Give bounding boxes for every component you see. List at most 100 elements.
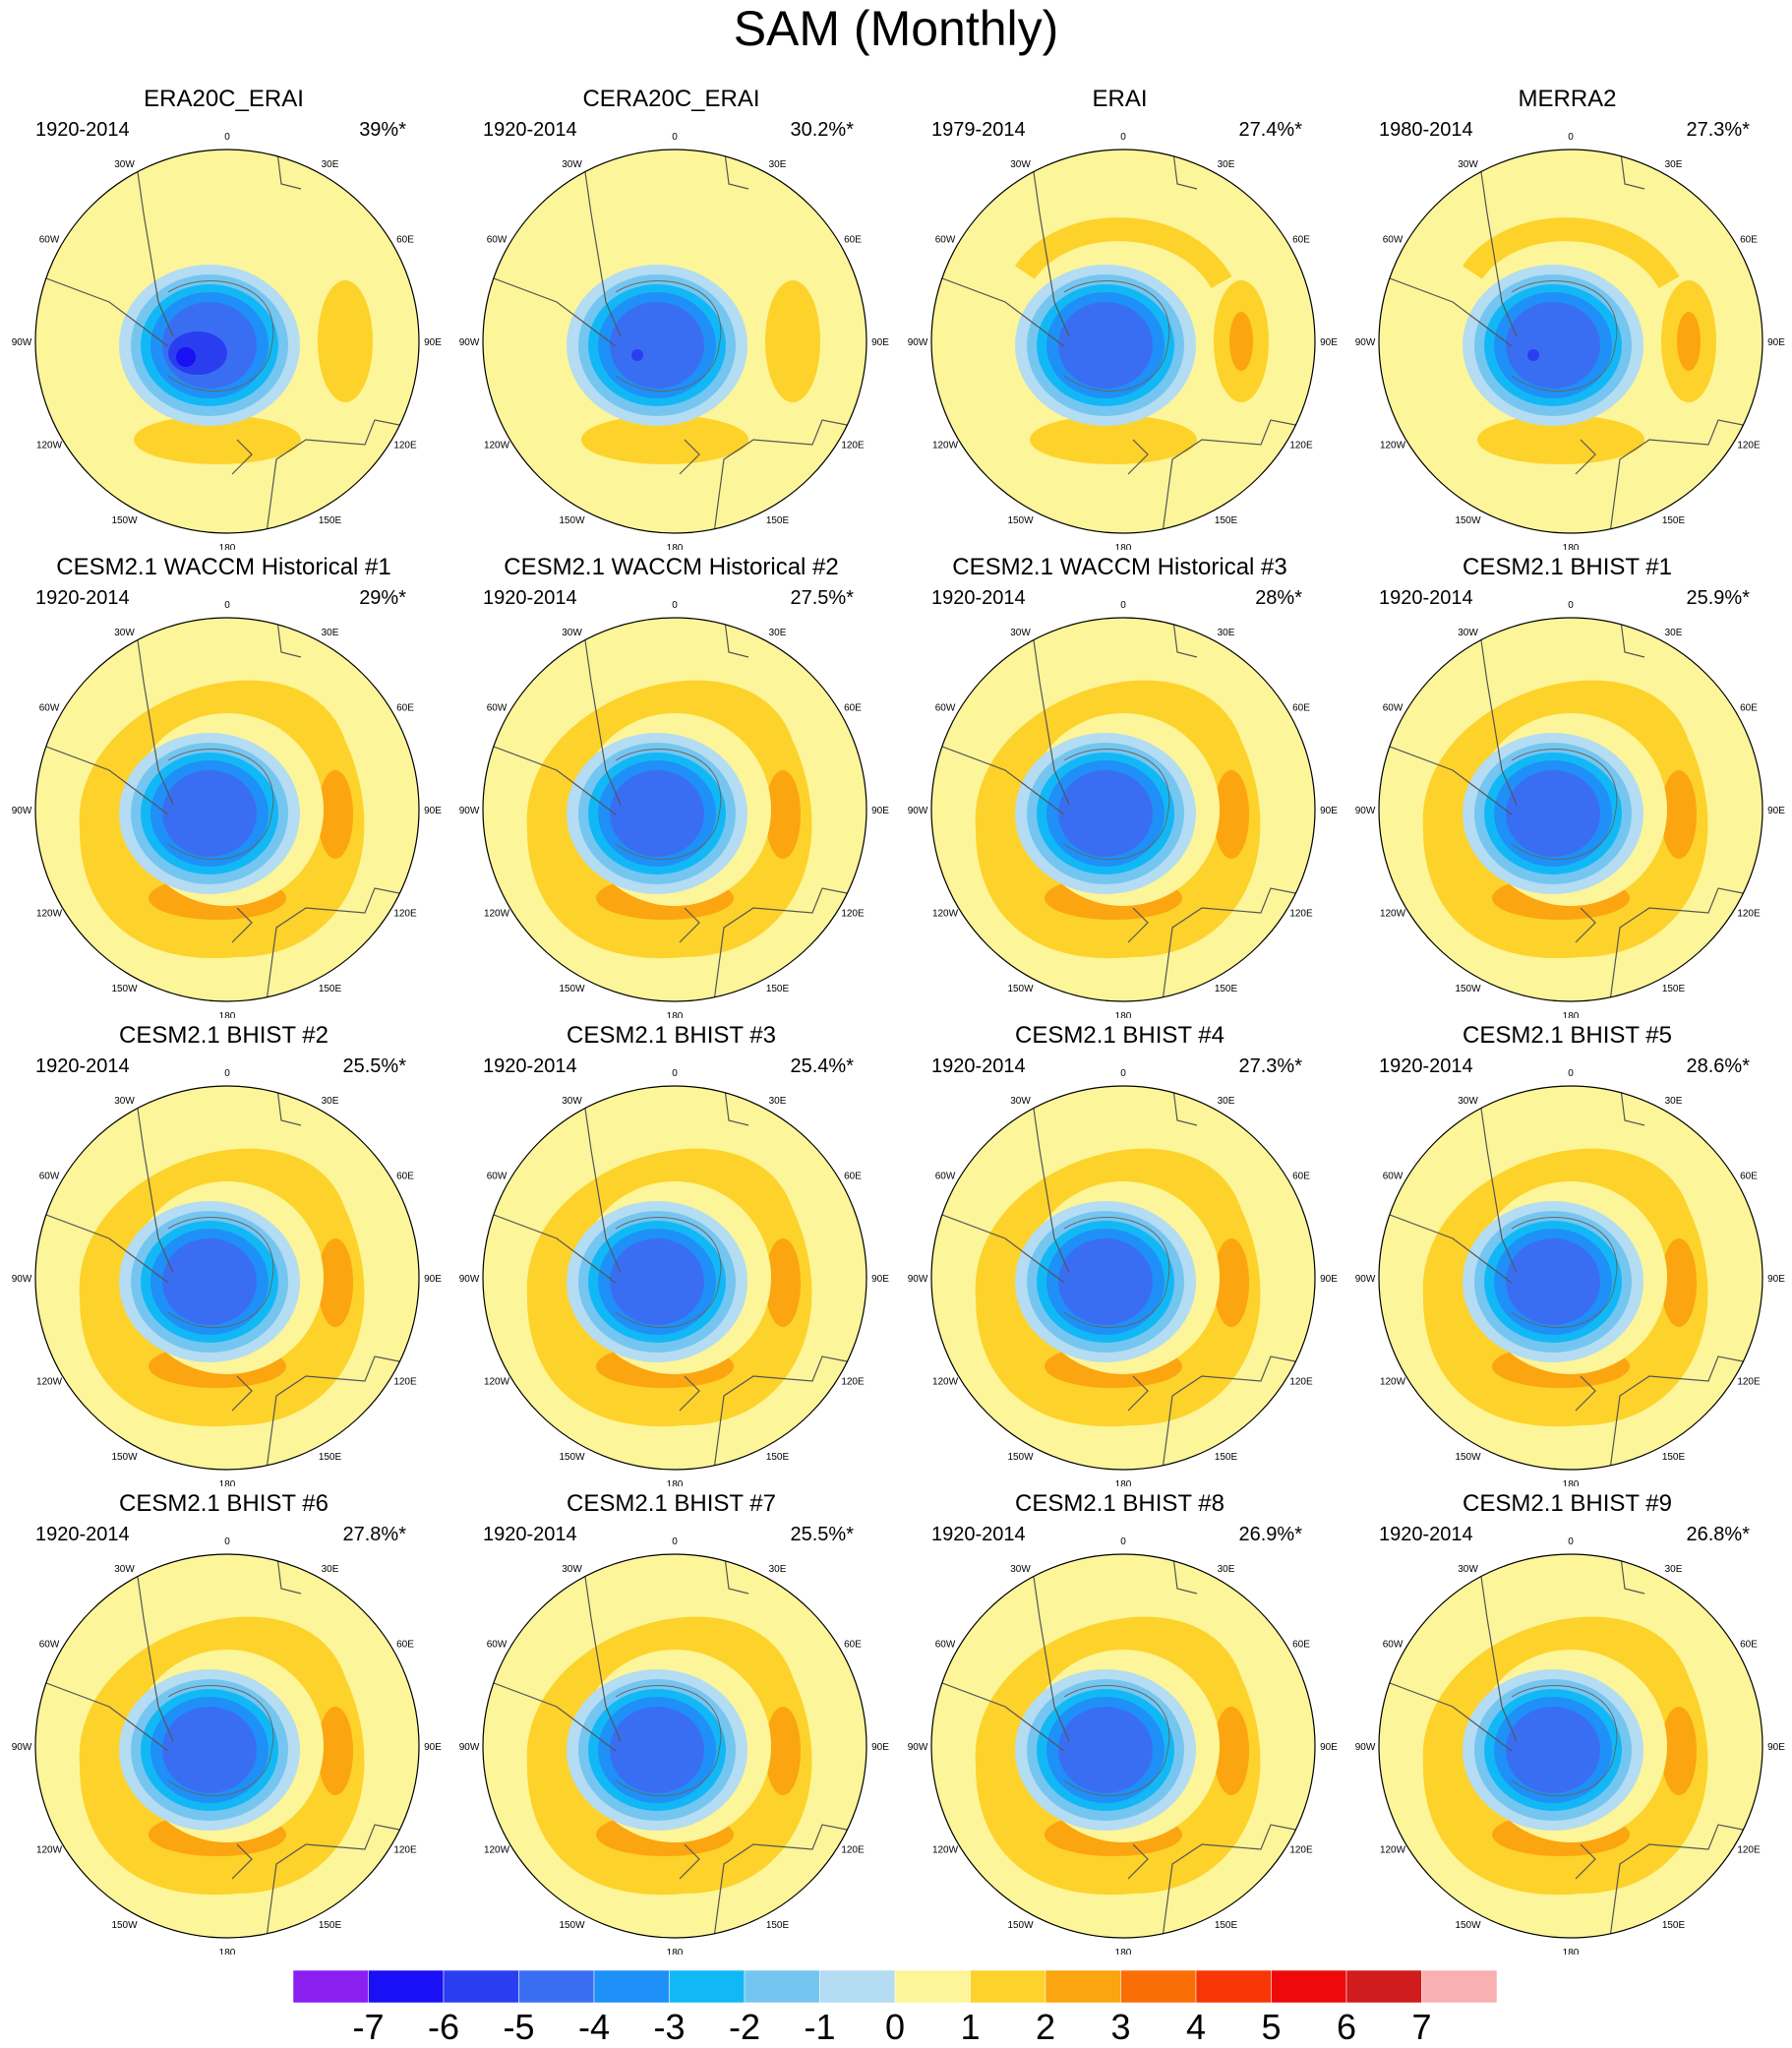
longitude-label: 30E <box>1665 1564 1683 1575</box>
coastline <box>231 1843 253 1880</box>
longitude-label: 30W <box>1010 1096 1031 1107</box>
longitude-label: 120W <box>1380 441 1406 452</box>
longitude-label: 60W <box>487 235 508 246</box>
longitude-label: 120W <box>36 909 63 920</box>
longitude-label: 90E <box>1320 1274 1338 1285</box>
map-panel: CESM2.1 BHIST #5 1920-2014 28.6%* 0 30E 60E 90… <box>1344 1021 1791 1489</box>
longitude-label: 60E <box>1292 1640 1310 1651</box>
longitude-label: 60W <box>1383 235 1404 246</box>
coastline <box>679 1375 700 1412</box>
longitude-label: 120W <box>484 441 510 452</box>
colorbar-swatch <box>593 1970 670 2004</box>
coastline <box>35 1208 169 1284</box>
map-panel: CESM2.1 BHIST #9 1920-2014 26.8%* 0 30E 60E 90… <box>1344 1489 1791 1958</box>
polar-map: 0 30E 60E 90E 120E 150E 180 150W 120W 90W 60W 30W <box>1355 132 1786 550</box>
map-panel: CESM2.1 BHIST #6 1920-2014 27.8%* 0 30E 60E 90… <box>0 1489 448 1958</box>
longitude-label: 60W <box>1383 703 1404 714</box>
panel-period: 1920-2014 <box>35 1524 130 1545</box>
coastline <box>713 1824 848 1938</box>
longitude-label: 90W <box>1355 1274 1376 1285</box>
longitude-label: 30E <box>322 159 339 170</box>
coastline <box>1127 907 1149 943</box>
map-border <box>930 1553 1316 1939</box>
colorbar-swatch <box>894 1970 971 2004</box>
longitude-label: 90W <box>908 337 928 348</box>
longitude-label: 150E <box>1662 1452 1686 1463</box>
colorbar-label: 5 <box>1261 2007 1281 2044</box>
negative-anomaly-ring <box>610 1238 704 1325</box>
longitude-label: 60W <box>935 1172 956 1182</box>
longitude-label: 150E <box>1215 515 1238 526</box>
longitude-label: 30E <box>1665 1096 1683 1107</box>
longitude-label: 150W <box>559 1920 585 1931</box>
longitude-label: 90W <box>12 1742 32 1753</box>
map-border <box>482 617 867 1002</box>
coastline <box>1171 150 1198 190</box>
longitude-label: 180 <box>1563 1948 1580 1955</box>
coastline <box>266 887 400 1001</box>
panel-period: 1920-2014 <box>1379 1524 1473 1545</box>
longitude-label: 60W <box>935 235 956 246</box>
coastline <box>931 1676 1065 1752</box>
coastline <box>1162 419 1296 533</box>
coastline <box>133 618 174 806</box>
coastline <box>1476 1554 1518 1742</box>
longitude-label: 60W <box>39 1172 60 1182</box>
coastline <box>1609 1355 1744 1470</box>
longitude-label: 150W <box>1455 1452 1481 1463</box>
longitude-label: 90W <box>459 1742 480 1753</box>
coastline <box>35 271 169 347</box>
longitude-label: 90E <box>1767 806 1785 816</box>
longitude-label: 60W <box>39 703 60 714</box>
positive-anomaly-core <box>1661 1707 1697 1795</box>
longitude-label: 90E <box>1767 337 1785 348</box>
longitude-label: 30E <box>769 159 787 170</box>
coastline <box>35 1676 169 1752</box>
longitude-label: 120W <box>1380 909 1406 920</box>
panel-variance: 25.5%* <box>790 1524 855 1545</box>
longitude-label: 60W <box>39 235 60 246</box>
coastline <box>1029 1086 1070 1274</box>
longitude-label: 90E <box>424 806 442 816</box>
colorbar-label: -3 <box>653 2007 685 2044</box>
panel-variance: 27.5%* <box>790 587 855 609</box>
negative-anomaly-core <box>176 347 196 367</box>
positive-anomaly-core <box>1229 312 1253 371</box>
colorbar-swatch <box>518 1970 595 2004</box>
panel-title: CESM2.1 BHIST #5 <box>1463 1022 1672 1049</box>
polar-map: 0 30E 60E 90E 120E 150E 180 150W 120W 90W 60W 30W <box>1355 1068 1786 1486</box>
map-panel: MERRA2 1980-2014 27.3%* 0 30E 60E 90E 120E 150E 1… <box>1344 85 1791 553</box>
longitude-label: 120W <box>1380 1845 1406 1856</box>
colorbar-label: -2 <box>729 2007 760 2044</box>
coastline <box>1619 1554 1645 1595</box>
longitude-label: 90E <box>424 337 442 348</box>
longitude-label: 150W <box>111 1920 138 1931</box>
longitude-label: 150W <box>559 1452 585 1463</box>
colorbar-swatch <box>1271 1970 1347 2004</box>
longitude-label: 120E <box>393 441 417 452</box>
panel-period: 1920-2014 <box>931 587 1026 609</box>
panel-period: 1920-2014 <box>1379 587 1473 609</box>
longitude-label: 60W <box>487 703 508 714</box>
colorbar-swatch <box>669 1970 746 2004</box>
longitude-label: 0 <box>1568 132 1574 143</box>
colorbar-label: -4 <box>578 2007 610 2044</box>
polar-map: 0 30E 60E 90E 120E 150E 180 150W 120W 90W 60W 30W <box>12 1536 443 1955</box>
map-border <box>1378 1553 1763 1939</box>
coastline <box>580 150 622 337</box>
map-border <box>1378 1085 1763 1471</box>
longitude-label: 30E <box>1218 1096 1235 1107</box>
map-border <box>34 1553 420 1939</box>
map-panel: CESM2.1 BHIST #2 1920-2014 25.5%* 0 30E 60E 90… <box>0 1021 448 1489</box>
colorbar-swatch <box>443 1970 519 2004</box>
panel-variance: 25.9%* <box>1686 587 1751 609</box>
longitude-label: 120W <box>932 441 959 452</box>
longitude-label: 0 <box>672 600 678 611</box>
panel-title: CERA20C_ERAI <box>582 86 760 112</box>
map-panel: CESM2.1 BHIST #4 1920-2014 27.3%* 0 30E 60E 90… <box>896 1021 1344 1489</box>
panel-title: CESM2.1 BHIST #3 <box>567 1022 776 1049</box>
negative-anomaly-ring <box>162 1707 257 1793</box>
antarctica-coastline <box>167 1217 274 1328</box>
colorbar-label: 1 <box>960 2007 980 2044</box>
panel-title: CESM2.1 WACCM Historical #3 <box>952 554 1287 580</box>
